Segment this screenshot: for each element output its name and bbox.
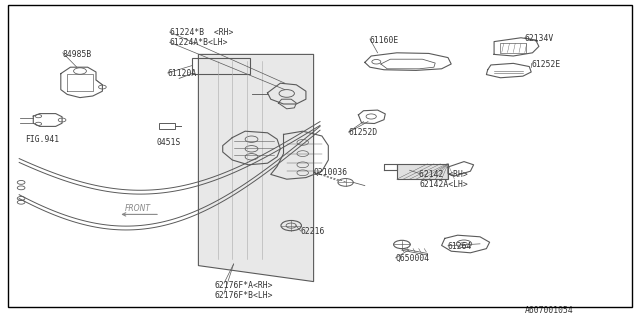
Text: 62176F*B<LH>: 62176F*B<LH> bbox=[214, 292, 273, 300]
Polygon shape bbox=[198, 54, 314, 282]
Text: A607001054: A607001054 bbox=[525, 306, 573, 315]
Text: 61120A: 61120A bbox=[168, 69, 197, 78]
Text: 84985B: 84985B bbox=[63, 50, 92, 59]
Text: FIG.941: FIG.941 bbox=[26, 135, 60, 144]
Text: 62142 <RH>: 62142 <RH> bbox=[419, 170, 468, 179]
Text: 61252E: 61252E bbox=[531, 60, 561, 68]
Text: 62216: 62216 bbox=[301, 228, 325, 236]
Bar bbox=[397, 164, 448, 179]
Text: Q210036: Q210036 bbox=[314, 168, 348, 177]
Bar bbox=[159, 123, 175, 129]
Text: 62176F*A<RH>: 62176F*A<RH> bbox=[214, 281, 273, 290]
Text: 61252D: 61252D bbox=[349, 128, 378, 137]
Bar bbox=[192, 58, 250, 74]
Text: FRONT: FRONT bbox=[125, 204, 150, 212]
Bar bbox=[500, 43, 526, 53]
Text: 0451S: 0451S bbox=[157, 138, 181, 147]
Text: 61224A*B<LH>: 61224A*B<LH> bbox=[170, 38, 228, 47]
Text: 62142A<LH>: 62142A<LH> bbox=[419, 180, 468, 189]
Text: 62134V: 62134V bbox=[525, 34, 554, 43]
Text: 61264: 61264 bbox=[448, 242, 472, 251]
Text: Q650004: Q650004 bbox=[396, 254, 429, 263]
Text: 61160E: 61160E bbox=[370, 36, 399, 44]
Text: 61224*B  <RH>: 61224*B <RH> bbox=[170, 28, 233, 36]
